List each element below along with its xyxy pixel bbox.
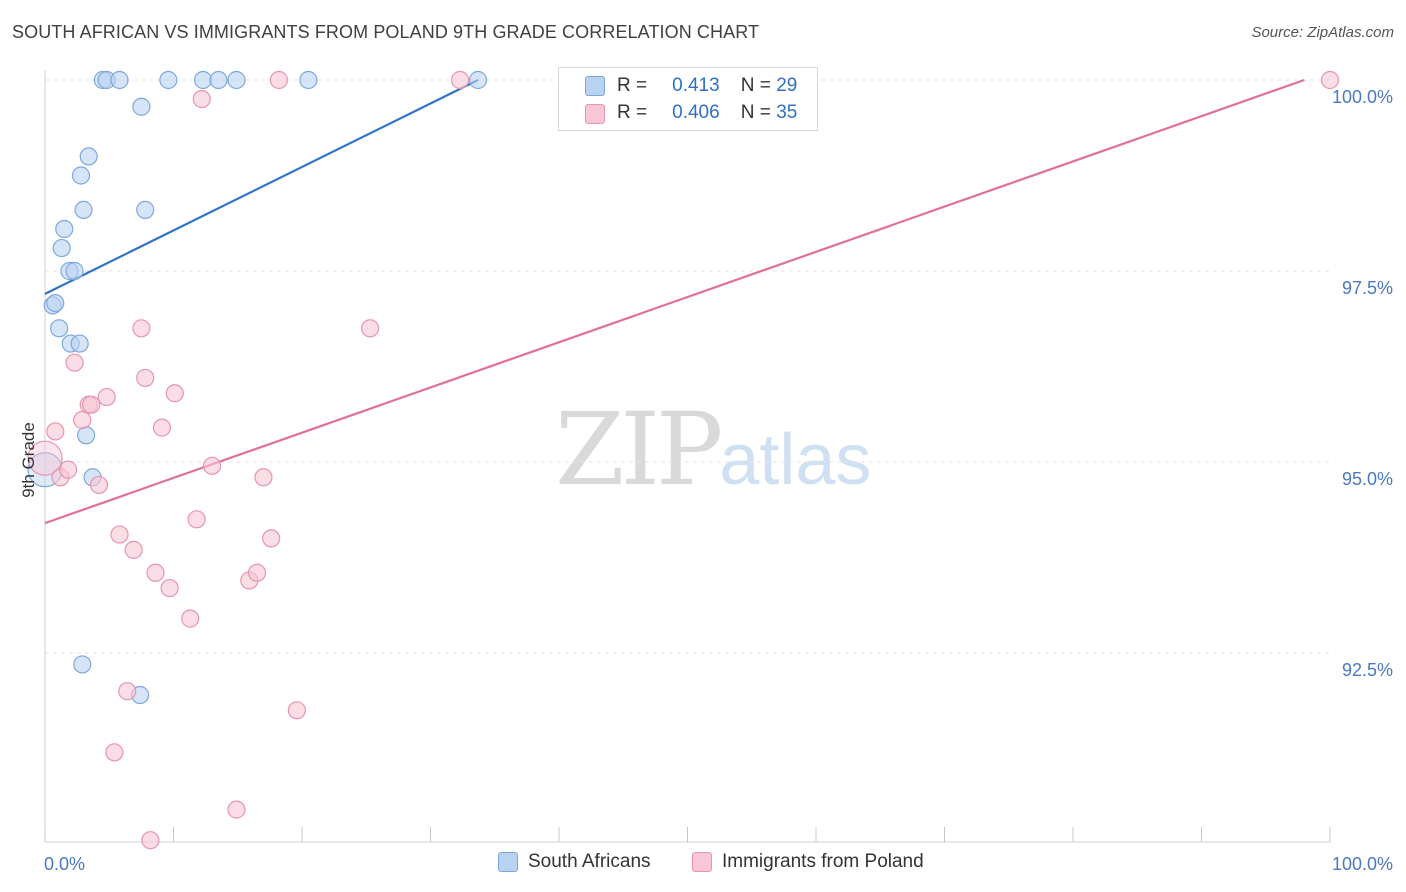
point-south-africans	[299, 70, 318, 90]
point-poland	[202, 456, 222, 475]
legend-row-poland: R = 0.406 N = 35	[617, 100, 797, 126]
y-tick-label: 97.5%	[1342, 278, 1393, 298]
point-poland	[187, 510, 206, 529]
point-poland	[181, 609, 200, 628]
point-south-africans	[159, 70, 178, 90]
point-south-africans	[110, 70, 129, 90]
point-south-africans	[55, 219, 74, 239]
source-label: Source: ZipAtlas.com	[1251, 24, 1394, 41]
y-tick-label: 95.0%	[1342, 469, 1393, 489]
grid-lines	[45, 79, 1330, 654]
point-poland	[105, 743, 124, 762]
x-tick-label: 100.0%	[1332, 854, 1393, 874]
legend-swatch-south-africans	[585, 76, 605, 96]
point-south-africans	[50, 319, 69, 338]
point-poland	[160, 578, 179, 598]
watermark-zip: ZIP	[555, 391, 723, 508]
r-label: R =	[617, 75, 648, 96]
axes	[44, 70, 1331, 843]
point-south-africans	[209, 70, 228, 90]
chart-title: SOUTH AFRICAN VS IMMIGRANTS FROM POLAND …	[12, 22, 760, 42]
point-south-africans	[77, 426, 96, 445]
point-poland	[124, 540, 143, 559]
point-poland	[73, 410, 92, 430]
watermark: ZIPatlas	[555, 400, 871, 510]
legend-item-south-africans[interactable]: South Africans	[498, 851, 651, 873]
r-label: R =	[617, 102, 648, 123]
point-south-africans	[46, 293, 65, 313]
point-poland	[227, 800, 246, 819]
axis-labels: 92.5% 95.0% 97.5% 100.0% 0.0% 100.0% 9th Grade	[19, 87, 1393, 874]
x-tick-label: 0.0%	[44, 854, 85, 874]
y-tick-label: 100.0%	[1332, 87, 1393, 107]
y-tick-label: 92.5%	[1342, 660, 1393, 680]
point-south-africans	[132, 97, 151, 116]
point-south-africans	[79, 147, 98, 166]
point-poland	[65, 353, 84, 372]
trend-lines	[44, 78, 1305, 525]
series-legend: South Africans Immigrants from Poland	[0, 851, 1406, 879]
trend-line-poland	[44, 78, 1305, 525]
point-poland	[89, 475, 109, 495]
legend-row-south-africans: R = 0.413 N = 29	[617, 73, 797, 99]
point-poland	[110, 525, 129, 544]
n-value: 35	[776, 102, 798, 123]
point-poland	[141, 831, 160, 850]
watermark-atlas: atlas	[719, 420, 872, 500]
point-south-africans	[70, 334, 89, 353]
point-poland	[97, 387, 116, 407]
point-south-africans	[136, 200, 155, 219]
legend-label: South Africans	[528, 851, 651, 872]
trend-line-south-africans	[44, 79, 479, 295]
point-south-africans	[52, 238, 71, 258]
data-points	[27, 70, 1340, 850]
point-poland	[192, 89, 211, 109]
point-south-africans	[73, 655, 92, 674]
point-poland	[132, 319, 151, 338]
point-poland	[269, 70, 288, 90]
legend-swatch	[498, 852, 518, 872]
point-poland	[262, 529, 281, 548]
point-poland	[247, 563, 267, 582]
point-south-africans	[71, 166, 91, 185]
n-label: N =	[740, 75, 771, 96]
stats-legend: R = 0.413 N = 29 R = 0.406 N = 35	[558, 67, 818, 131]
legend-item-poland[interactable]: Immigrants from Poland	[692, 851, 924, 873]
point-poland	[1320, 70, 1340, 90]
point-poland	[287, 701, 306, 720]
point-poland	[254, 468, 273, 487]
point-poland	[450, 70, 470, 90]
point-south-africans	[74, 200, 93, 219]
point-poland	[165, 384, 184, 403]
point-poland	[146, 563, 165, 582]
point-poland	[27, 440, 63, 476]
point-poland	[136, 368, 155, 388]
point-poland	[118, 682, 137, 701]
point-poland	[46, 422, 65, 441]
point-south-africans	[468, 70, 488, 90]
r-value: 0.406	[672, 102, 720, 123]
point-south-africans	[193, 70, 213, 90]
point-poland	[152, 418, 172, 437]
legend-swatch-poland	[585, 104, 605, 124]
y-axis-title: 9th Grade	[19, 422, 38, 498]
point-south-africans	[227, 70, 246, 90]
point-south-africans	[65, 261, 84, 281]
r-value: 0.413	[672, 75, 720, 96]
point-poland	[59, 460, 78, 479]
point-poland	[361, 319, 380, 338]
n-value: 29	[776, 75, 798, 96]
point-poland	[82, 395, 101, 414]
legend-label: Immigrants from Poland	[722, 851, 924, 872]
legend-swatch	[692, 852, 712, 872]
n-label: N =	[740, 102, 771, 123]
